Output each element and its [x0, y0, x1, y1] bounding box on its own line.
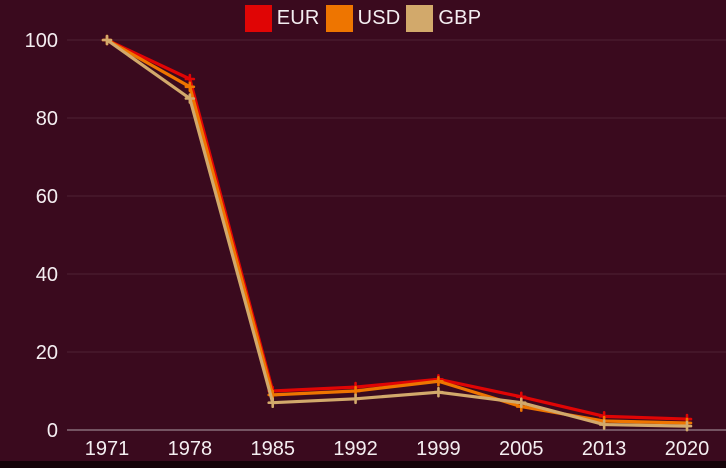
- marker-gbp-2005: [515, 397, 527, 408]
- x-tick-label-2020: 2020: [665, 438, 710, 460]
- y-tick-label-20: 20: [36, 342, 58, 364]
- marker-gbp-1999: [433, 386, 444, 398]
- marker-usd-1978: [184, 81, 196, 93]
- legend-label: USD: [357, 7, 401, 29]
- x-tick-label-1985: 1985: [250, 438, 295, 460]
- legend-label: GBP: [438, 7, 482, 29]
- x-tick-label-2005: 2005: [499, 438, 544, 460]
- orange-square-icon: [325, 5, 353, 32]
- marker-usd-1999: [433, 375, 444, 387]
- marker-gbp-2020: [681, 420, 693, 432]
- marker-gbp-1992: [350, 393, 361, 405]
- series-line-eur: [105, 38, 689, 421]
- marker-gbp-1971: [101, 34, 113, 46]
- series-line-usd: [105, 38, 689, 425]
- marker-gbp-1985: [267, 397, 279, 408]
- y-tick-label-0: 0: [47, 420, 58, 442]
- legend-item-eur[interactable]: EUR: [244, 5, 320, 32]
- y-tick-label-40: 40: [36, 264, 58, 286]
- red-square-icon: [244, 5, 272, 32]
- legend-label: EUR: [276, 7, 320, 29]
- marker-gbp-1978: [184, 93, 196, 104]
- x-tick-label-1992: 1992: [333, 438, 378, 460]
- legend-item-gbp[interactable]: GBP: [406, 5, 481, 32]
- marker-gbp-2013: [598, 419, 610, 430]
- x-tick-label-1971: 1971: [85, 438, 130, 460]
- legend-item-usd[interactable]: USD: [325, 5, 401, 32]
- x-tick-label-1978: 1978: [168, 438, 213, 460]
- y-tick-label-100: 100: [25, 30, 58, 52]
- x-tick-label-1999: 1999: [416, 438, 461, 460]
- y-tick-label-60: 60: [36, 186, 58, 208]
- series-line-gbp: [105, 38, 689, 428]
- y-tick-label-80: 80: [36, 108, 58, 130]
- x-tick-label-2013: 2013: [582, 438, 627, 460]
- chart-legend: EUR USD GBP: [0, 5, 726, 32]
- tan-square-icon: [406, 5, 434, 32]
- bottom-edge-bar: [0, 461, 726, 468]
